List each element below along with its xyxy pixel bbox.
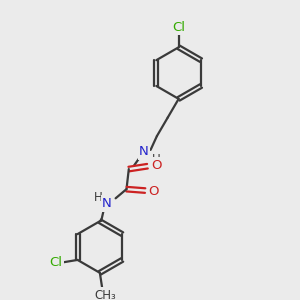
Text: Cl: Cl (172, 21, 185, 34)
Text: H: H (152, 153, 161, 166)
Text: Cl: Cl (50, 256, 62, 269)
Text: N: N (102, 197, 112, 210)
Text: N: N (139, 146, 149, 158)
Text: H: H (94, 191, 103, 204)
Text: O: O (148, 185, 159, 198)
Text: O: O (151, 159, 161, 172)
Text: CH₃: CH₃ (94, 289, 116, 300)
